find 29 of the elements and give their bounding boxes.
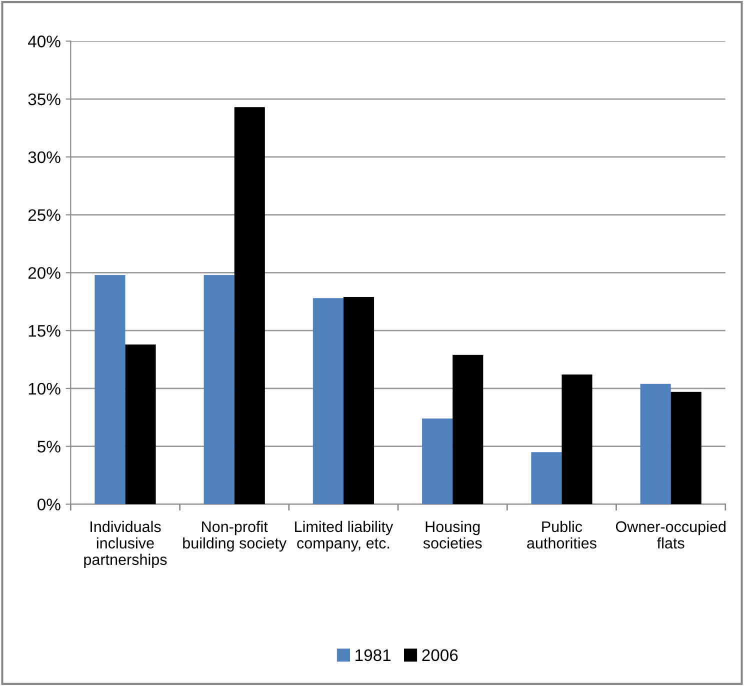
bar [640, 384, 671, 504]
x-tick-label: Owner-occupied flats [616, 520, 726, 549]
x-tick-label: Public authorities [527, 520, 596, 549]
x-tick-label: Non-profit building society [183, 520, 287, 552]
x-tick-label: Limited liability company, etc. [295, 520, 394, 552]
bar [312, 298, 344, 504]
y-tick-label: 10% [28, 382, 60, 395]
y-tick-label: 5% [38, 440, 60, 453]
bar [452, 354, 484, 504]
y-tick-label: 0% [38, 498, 60, 510]
legend-label: 2006 [422, 649, 458, 662]
bar [531, 452, 562, 504]
y-tick-label: 20% [28, 267, 60, 279]
bar [234, 107, 265, 504]
bar [422, 418, 453, 504]
bar [204, 275, 234, 504]
bar [343, 296, 374, 504]
bar [562, 374, 592, 504]
bar [125, 344, 156, 504]
y-tick-label: 35% [28, 93, 60, 106]
bar [94, 275, 126, 504]
y-tick-label: 15% [28, 325, 60, 337]
legend-label: 1981 [356, 649, 391, 662]
bar [670, 392, 702, 504]
y-tick-label: 30% [28, 151, 60, 164]
x-tick-label: Individuals inclusive partnerships [84, 520, 167, 568]
y-tick-label: 25% [28, 209, 60, 222]
y-tick-label: 40% [28, 36, 60, 48]
x-tick-label: Housing societies [423, 520, 482, 549]
